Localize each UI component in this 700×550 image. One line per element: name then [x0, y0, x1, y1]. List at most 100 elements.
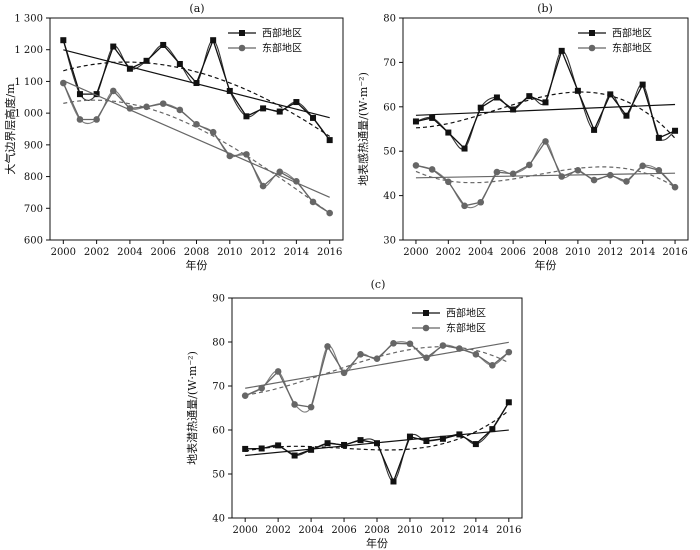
- x-tick-label: 2002: [84, 247, 109, 258]
- x-axis-label: 年份: [366, 536, 388, 550]
- data-point: [574, 87, 581, 94]
- polynomial-fit-line: [415, 166, 676, 188]
- data-point: [60, 37, 67, 44]
- linear-trend-line: [63, 80, 330, 198]
- data-point: [607, 91, 614, 98]
- data-point: [623, 112, 630, 119]
- panel-label: (b): [537, 2, 553, 15]
- y-tick-label: 1 000: [14, 109, 43, 120]
- y-axis-label: 大气边界层高度/m: [3, 83, 17, 175]
- legend-label: 东部地区: [612, 42, 652, 55]
- y-tick-label: 80: [212, 338, 225, 349]
- x-tick-label: 2014: [630, 247, 655, 258]
- data-point: [276, 108, 283, 115]
- y-tick-label: 700: [24, 204, 43, 215]
- data-point: [241, 392, 249, 399]
- x-tick-label: 2004: [117, 247, 142, 258]
- x-tick-label: 2004: [298, 525, 323, 536]
- y-axis-label: 地表感热通量/(W·m⁻²): [356, 72, 370, 186]
- data-point: [126, 105, 134, 112]
- data-point: [639, 81, 646, 88]
- data-point: [623, 178, 630, 185]
- data-point: [428, 166, 436, 173]
- x-tick-label: 2008: [533, 247, 558, 258]
- data-point: [226, 152, 234, 160]
- x-tick-label: 2016: [662, 247, 687, 258]
- legend-label: 西部地区: [262, 27, 302, 40]
- data-point: [505, 348, 513, 356]
- data-point: [110, 43, 117, 50]
- smoothed-curve: [62, 82, 330, 214]
- data-point: [176, 106, 184, 114]
- series-east: [60, 79, 333, 217]
- series-line: [62, 82, 331, 214]
- x-tick-label: 2012: [430, 525, 455, 536]
- data-point: [429, 114, 436, 121]
- data-point: [310, 114, 317, 121]
- data-point: [542, 99, 549, 106]
- x-tick-label: 2012: [250, 247, 275, 258]
- data-point: [526, 161, 533, 169]
- data-point: [374, 440, 380, 447]
- data-point: [209, 128, 217, 136]
- data-point: [373, 355, 381, 363]
- data-point: [591, 126, 598, 133]
- data-point: [493, 168, 501, 176]
- x-tick-label: 2012: [598, 247, 623, 258]
- data-point: [324, 343, 331, 350]
- data-point: [509, 170, 517, 178]
- x-tick-label: 2008: [364, 525, 389, 536]
- y-tick-label: 40: [383, 191, 396, 202]
- data-point: [439, 342, 447, 349]
- data-point: [260, 105, 267, 112]
- data-point: [357, 437, 364, 444]
- data-point: [93, 116, 100, 123]
- legend-label: 西部地区: [612, 27, 652, 40]
- x-tick-label: 2000: [232, 525, 257, 536]
- data-point: [505, 399, 512, 406]
- polynomial-fit-line: [245, 410, 510, 452]
- y-tick-label: 40: [212, 514, 225, 525]
- y-tick-label: 90: [212, 294, 225, 305]
- data-point: [143, 103, 150, 111]
- panel-label: (c): [371, 278, 386, 291]
- data-point: [193, 80, 200, 87]
- linear-trend-line: [415, 172, 676, 179]
- data-point: [412, 118, 419, 125]
- linear-trend-line: [245, 341, 509, 389]
- y-axis-label: 地表潜热通量/(W·m⁻²): [185, 351, 199, 465]
- data-point: [258, 445, 265, 452]
- legend-marker: [589, 30, 595, 36]
- x-tick-label: 2000: [51, 247, 76, 258]
- x-tick-label: 2016: [317, 247, 342, 258]
- data-point: [456, 345, 463, 352]
- data-point: [243, 113, 250, 120]
- data-point: [472, 441, 479, 448]
- data-point: [477, 104, 484, 111]
- data-point: [243, 151, 250, 158]
- polynomial-fit-line: [415, 91, 676, 139]
- series-line: [244, 342, 510, 408]
- data-point: [639, 162, 646, 170]
- data-point: [489, 362, 496, 369]
- legend-marker: [422, 324, 430, 332]
- data-point: [307, 403, 315, 411]
- x-tick-label: 2006: [500, 247, 525, 258]
- data-point: [109, 87, 117, 95]
- data-point: [160, 41, 167, 48]
- data-point: [275, 442, 282, 449]
- legend-marker: [238, 44, 246, 52]
- legend-label: 东部地区: [446, 322, 486, 335]
- data-point: [276, 168, 284, 176]
- data-point: [93, 91, 100, 98]
- data-point: [461, 202, 468, 210]
- data-point: [456, 431, 463, 438]
- data-point: [159, 100, 167, 107]
- data-point: [390, 478, 397, 485]
- data-point: [242, 445, 249, 452]
- y-tick-label: 600: [24, 236, 43, 247]
- y-tick-label: 80: [383, 14, 396, 25]
- data-point: [308, 446, 315, 453]
- legend-label: 西部地区: [446, 307, 486, 320]
